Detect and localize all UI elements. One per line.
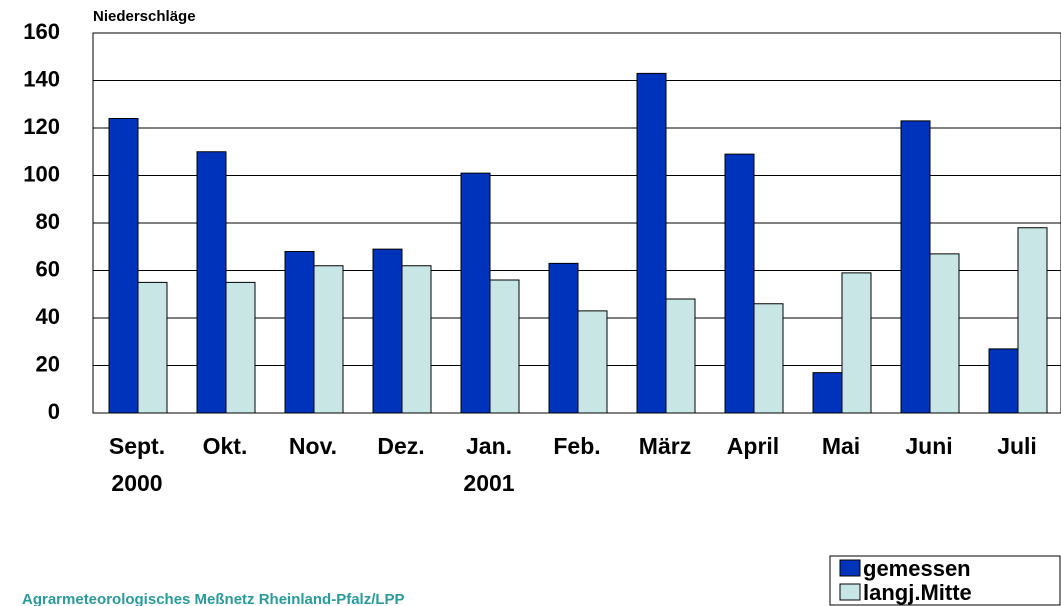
bar: [900, 120, 931, 414]
x-tick-label: Nov.: [288, 433, 338, 459]
bar: [137, 281, 168, 414]
bar: [636, 72, 667, 414]
bar: [284, 251, 315, 414]
x-tick-label: März: [638, 433, 692, 459]
legend-box: [829, 555, 1061, 606]
x-tick-label: Juli: [997, 433, 1037, 459]
y-tick-label: 80: [36, 209, 60, 234]
bar: [372, 248, 403, 414]
x-tick-label: Juni: [905, 433, 953, 459]
y-tick-label: 120: [23, 114, 60, 139]
bar: [401, 265, 432, 414]
bar: [665, 298, 696, 414]
bar: [313, 265, 344, 414]
bar: [548, 262, 579, 414]
y-tick-label: 40: [36, 304, 60, 329]
bar: [929, 253, 960, 414]
bar: [225, 281, 256, 414]
legend-swatch: [839, 583, 861, 601]
bar: [812, 372, 843, 414]
footer: Agrarmeteorologisches Meßnetz Rheinland-…: [22, 591, 405, 606]
legend-label: langj.Mitte: [863, 580, 972, 605]
bar: [196, 151, 227, 414]
bar: [489, 279, 520, 414]
bar: [108, 118, 139, 414]
x-tick-label: Mai: [821, 433, 861, 459]
x-tick-label: Feb.: [553, 433, 601, 459]
x-tick-label: April: [726, 433, 780, 459]
bar: [724, 153, 755, 414]
bar: [988, 348, 1019, 414]
x-tick-label: Okt.: [202, 433, 248, 459]
y-tick-label: 0: [48, 399, 60, 424]
y-tick-label: 140: [23, 66, 60, 91]
y-tick-label: 100: [23, 161, 60, 186]
chart-title: Niederschläge: [93, 8, 196, 25]
x-tick-label: Sept. 2000: [108, 433, 166, 496]
bar: [753, 303, 784, 414]
x-tick-label: Jan. 2001: [463, 433, 515, 496]
legend-swatch: [839, 559, 861, 577]
bar: [460, 172, 491, 414]
legend-label: gemessen: [863, 556, 971, 581]
y-tick-label: 160: [23, 19, 60, 44]
y-tick-label: 60: [36, 256, 60, 281]
bar: [577, 310, 608, 414]
bar: [1017, 227, 1048, 414]
y-tick-label: 20: [36, 351, 60, 376]
bar: [841, 272, 872, 414]
x-tick-label: Dez.: [377, 433, 425, 459]
